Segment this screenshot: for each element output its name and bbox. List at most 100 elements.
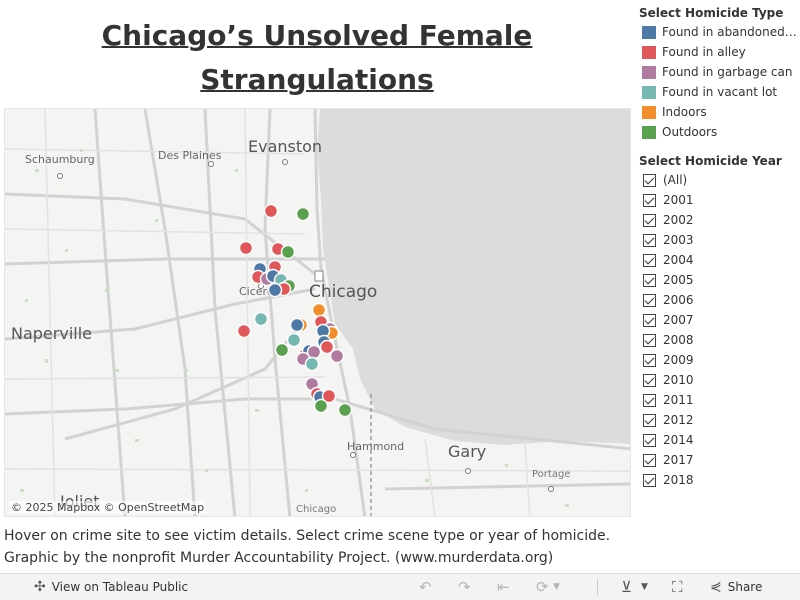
year-filter-option[interactable]: 2007	[639, 310, 800, 330]
year-label: 2014	[663, 433, 694, 447]
year-filter-option[interactable]: 2017	[639, 450, 800, 470]
share-button[interactable]: ⋞ Share	[710, 579, 762, 595]
crime-site-marker	[295, 206, 311, 222]
year-label: 2009	[663, 353, 694, 367]
fullscreen-icon[interactable]: ⛶	[672, 578, 683, 596]
year-checkbox[interactable]	[643, 193, 656, 207]
year-filter-title: Select Homicide Year	[639, 154, 782, 168]
legend-label: Found in vacant lot	[662, 85, 778, 99]
crime-site-marker	[337, 402, 353, 418]
year-filter-option[interactable]: 2001	[639, 190, 800, 210]
year-filter-option[interactable]: 2005	[639, 270, 800, 290]
crime-site-marker	[267, 282, 283, 298]
year-filter-option[interactable]: 2002	[639, 210, 800, 230]
crime-site-marker	[238, 240, 254, 256]
crime-site-marker	[329, 348, 345, 364]
year-checkbox[interactable]	[643, 393, 656, 407]
legend-item[interactable]: Found in abandoned building	[639, 22, 800, 42]
year-filter-option[interactable]: 2010	[639, 370, 800, 390]
homicide-type-legend: Select Homicide Type Found in abandoned …	[639, 4, 800, 142]
year-checkbox[interactable]	[643, 333, 656, 347]
crime-site-markers	[236, 203, 353, 418]
view-on-tableau-label: View on Tableau Public	[51, 580, 189, 594]
place-label-portage: Portage	[532, 469, 571, 480]
legend-item[interactable]: Outdoors	[639, 122, 800, 142]
redo-icon[interactable]: ↷	[458, 578, 471, 596]
year-filter-option[interactable]: 2012	[639, 410, 800, 430]
year-filter-option[interactable]: 2018	[639, 470, 800, 490]
place-label-chicago: Chicago	[309, 282, 378, 302]
legend-label: Found in alley	[662, 45, 746, 59]
legend-label: Indoors	[662, 105, 707, 119]
year-checkbox[interactable]	[643, 413, 656, 427]
map-attribution[interactable]: © 2025 Mapbox © OpenStreetMap	[9, 501, 207, 514]
caption: Hover on crime site to see victim detail…	[4, 525, 631, 569]
year-label: 2001	[663, 193, 694, 207]
year-filter-option[interactable]: 2006	[639, 290, 800, 310]
year-filter-option[interactable]: (All)	[639, 170, 800, 190]
crime-site-marker	[253, 311, 269, 327]
download-chevron-down-icon[interactable]: ▼	[641, 582, 648, 592]
year-checkbox[interactable]	[643, 353, 656, 367]
page-title: Chicago’s Unsolved Female Strangulations	[101, 19, 533, 96]
legend-item[interactable]: Found in alley	[639, 42, 800, 62]
year-filter-option[interactable]: 2011	[639, 390, 800, 410]
legend-label: Found in abandoned building	[662, 25, 798, 39]
year-filter-option[interactable]: 2004	[639, 250, 800, 270]
crime-site-marker	[289, 317, 305, 333]
revert-icon[interactable]: ⇤	[497, 578, 510, 596]
crime-site-marker	[311, 302, 327, 318]
map-view[interactable]: Evanston Schaumburg Des Plaines Chicago …	[4, 108, 631, 517]
crime-site-marker	[313, 398, 329, 414]
place-label-chicago-heights: Chicago	[296, 504, 337, 515]
place-label-des-plaines: Des Plaines	[158, 149, 222, 162]
year-checkbox[interactable]	[643, 213, 656, 227]
year-filter-option[interactable]: 2009	[639, 350, 800, 370]
year-filter-option[interactable]: 2003	[639, 230, 800, 250]
undo-icon[interactable]: ↶	[419, 578, 432, 596]
crime-site-marker	[304, 356, 320, 372]
year-label: 2006	[663, 293, 694, 307]
year-checkbox[interactable]	[643, 373, 656, 387]
legend-label: Outdoors	[662, 125, 718, 139]
year-checkbox[interactable]	[643, 173, 656, 187]
legend-item[interactable]: Indoors	[639, 102, 800, 122]
year-checkbox[interactable]	[643, 253, 656, 267]
homicide-year-filter: Select Homicide Year (All) 2001 2002 2003 20…	[639, 152, 800, 490]
view-on-tableau-button[interactable]: ✣ View on Tableau Public	[34, 579, 188, 595]
place-label-gary: Gary	[448, 442, 487, 461]
refresh-icon[interactable]: ⟳	[536, 578, 549, 596]
caption-line-instructions: Hover on crime site to see victim detail…	[4, 528, 611, 544]
toolbar-divider	[597, 579, 598, 595]
year-checkbox[interactable]	[643, 473, 656, 487]
year-filter-option[interactable]: 2014	[639, 430, 800, 450]
place-label-hammond: Hammond	[347, 440, 405, 453]
year-checkbox[interactable]	[643, 293, 656, 307]
legend-swatch	[642, 85, 656, 99]
year-checkbox[interactable]	[643, 433, 656, 447]
legend-item[interactable]: Found in garbage can	[639, 62, 800, 82]
year-checkbox[interactable]	[643, 233, 656, 247]
year-label: (All)	[663, 173, 688, 187]
year-label: 2003	[663, 233, 694, 247]
year-label: 2007	[663, 313, 694, 327]
year-label: 2005	[663, 273, 694, 287]
refresh-chevron-down-icon[interactable]: ▼	[553, 582, 560, 592]
legend-swatch	[642, 125, 656, 139]
year-label: 2002	[663, 213, 694, 227]
year-filter-option[interactable]: 2008	[639, 330, 800, 350]
legend-item[interactable]: Found in vacant lot	[639, 82, 800, 102]
legend-swatch	[642, 25, 656, 39]
year-checkbox[interactable]	[643, 313, 656, 327]
download-icon[interactable]: ⊻	[621, 578, 632, 596]
place-label-schaumburg: Schaumburg	[25, 153, 95, 166]
crime-site-marker	[321, 388, 337, 404]
tableau-logo-icon: ✣	[34, 579, 46, 595]
place-label-evanston: Evanston	[248, 137, 323, 156]
year-checkbox[interactable]	[643, 273, 656, 287]
year-checkbox[interactable]	[643, 453, 656, 467]
caption-line-credit: Graphic by the nonprofit Murder Accounta…	[4, 550, 554, 566]
crime-site-marker	[274, 342, 290, 358]
year-label: 2004	[663, 253, 694, 267]
legend-title: Select Homicide Type	[639, 6, 784, 20]
